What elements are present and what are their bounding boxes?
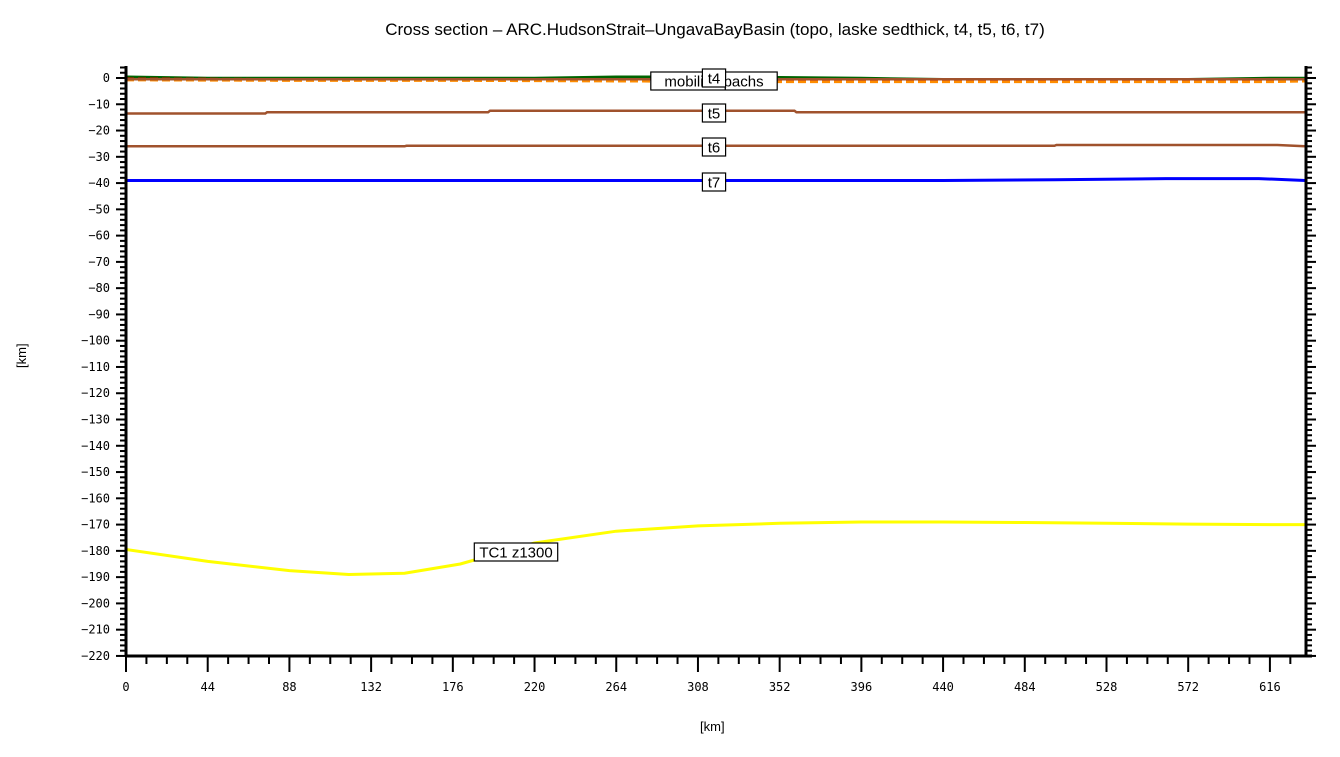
label-t5-box [701,103,727,123]
x-tick-label: 528 [1096,680,1118,694]
x-tick-label: 220 [524,680,546,694]
y-tick-label: −200 [81,596,110,610]
label-t7: t7 [708,175,721,192]
x-tick-label: 352 [769,680,791,694]
y-tick-label: −20 [88,124,110,138]
y-tick-label: −50 [88,202,110,216]
label-t7-box [701,172,727,192]
y-tick-label: −170 [81,518,110,532]
y-tick-label: −60 [88,229,110,243]
label-tc1-z1300: TC1 z1300 [479,545,552,562]
y-tick-label: −180 [81,544,110,558]
y-tick-label: −140 [81,439,110,453]
x-tick-label: 616 [1259,680,1281,694]
series-t5 [126,109,1306,115]
annotation-layer: mobilistopachst4t5t6t7TC1 z1300 [473,68,778,562]
y-tick-label: −70 [88,255,110,269]
series-t7 [126,177,1306,182]
y-tick-label: −30 [88,150,110,164]
chart-title: Cross section – ARC.HudsonStrait–UngavaB… [385,20,1045,39]
x-tick-label: 396 [851,680,873,694]
label-t6: t6 [708,140,721,157]
series-mobilistopachs [125,78,1306,84]
y-tick-label: −40 [88,176,110,190]
y-tick-label: −100 [81,334,110,348]
x-axis-label: [km] [700,719,725,734]
y-tick-label: −110 [81,360,110,374]
x-tick-label: 0 [122,680,129,694]
y-tick-label: −90 [88,307,110,321]
y-tick-label: −220 [81,649,110,663]
y-tick-label: −150 [81,465,110,479]
x-tick-label: 44 [200,680,214,694]
y-tick-label: 0 [103,71,110,85]
label-t4-box [701,68,727,88]
y-tick-label: −120 [81,386,110,400]
y-tick-label: −10 [88,97,110,111]
y-tick-label: −130 [81,413,110,427]
label-tc1-z1300-box [473,542,559,562]
y-tick-label: −190 [81,570,110,584]
x-tick-label: 88 [282,680,296,694]
x-tick-label: 440 [932,680,954,694]
label-t6-box [701,137,727,157]
label-t5: t5 [708,106,721,123]
y-tick-label: −210 [81,623,110,637]
label-t4: t4 [708,71,721,88]
series-tc1-z1300 [125,520,1306,577]
x-tick-label: 308 [687,680,709,694]
x-tick-label: 484 [1014,680,1036,694]
x-tick-label: 132 [360,680,382,694]
series-t6 [126,143,1306,148]
y-tick-label: −80 [88,281,110,295]
x-tick-label: 264 [605,680,627,694]
x-tick-label: 572 [1177,680,1199,694]
axes-layer: 0 −10 −20 −30 −40 −50 −60 −70 −80 −90 −100 −110 −120… [81,66,1316,694]
y-tick-label: −160 [81,491,110,505]
x-tick-label: 176 [442,680,464,694]
